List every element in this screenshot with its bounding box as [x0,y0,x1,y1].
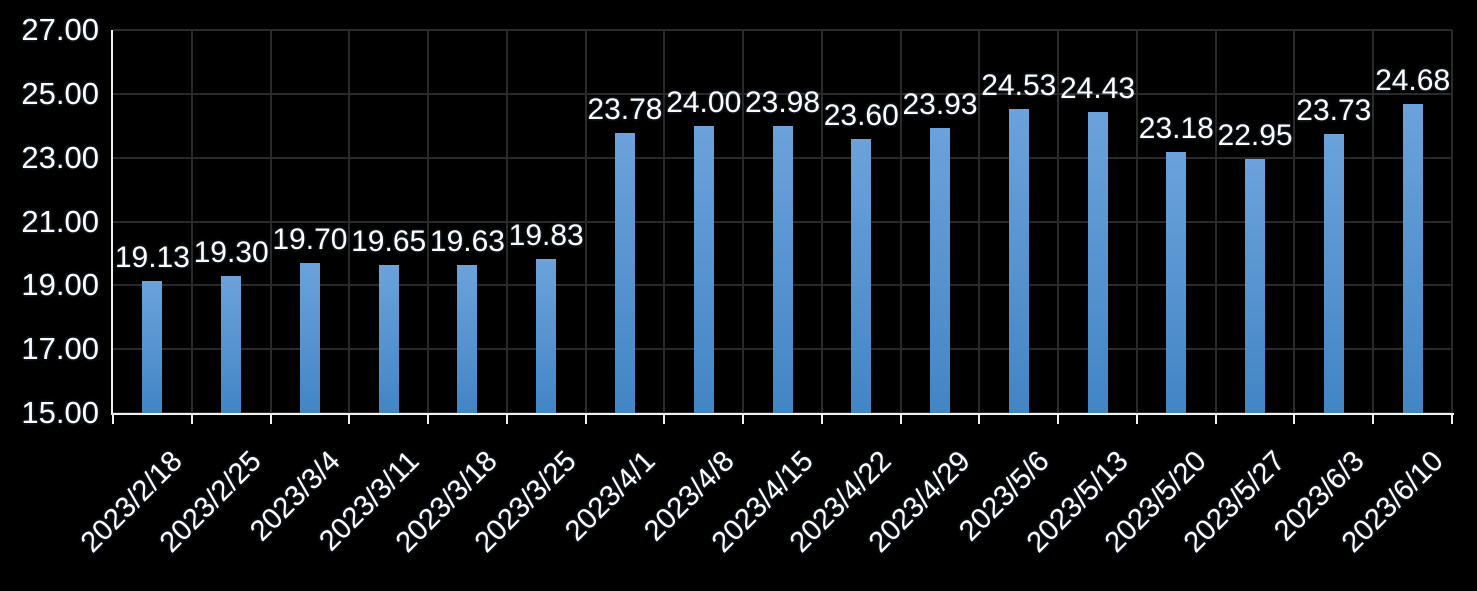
bar-value-label: 19.30 [193,235,269,269]
x-axis-line [111,413,1454,415]
x-axis-tick [190,413,193,424]
bar [930,127,951,413]
x-axis-tick [584,413,587,424]
bar-value-label: 19.63 [429,225,505,259]
y-axis-tick-label: 23.00 [21,139,99,175]
bar [1245,159,1266,413]
vertical-gridline [1057,30,1060,413]
x-axis-tick [820,413,823,424]
bar [221,275,242,413]
vertical-gridline [427,30,430,413]
x-axis-tick [663,413,666,424]
x-axis-tick [1135,413,1138,424]
vertical-gridline [190,30,193,413]
bar [1008,108,1029,413]
bar [1323,134,1344,413]
bar [614,132,635,413]
x-axis-tick [505,413,508,424]
vertical-gridline [1451,30,1453,413]
x-axis-tick [978,413,981,424]
vertical-gridline [742,30,745,413]
vertical-gridline [269,30,272,413]
x-axis-tick [1293,413,1296,424]
bar [1087,112,1108,413]
bar [772,126,793,413]
x-axis-tick [269,413,272,424]
bar-value-label: 23.60 [823,98,899,132]
vertical-gridline [505,30,508,413]
x-axis-tick [742,413,745,424]
bar-value-label: 24.00 [666,85,742,119]
y-axis-tick-label: 17.00 [21,331,99,367]
bar-value-label: 24.53 [981,68,1057,102]
bar-value-label: 23.18 [1138,111,1214,145]
vertical-gridline [348,30,351,413]
vertical-gridline [820,30,823,413]
bar [1402,104,1423,413]
vertical-gridline [663,30,666,413]
bar-value-label: 19.83 [508,218,584,252]
bar-value-label: 23.73 [1296,94,1372,128]
horizontal-gridline [113,29,1452,31]
x-axis-tick [1372,413,1375,424]
x-axis-tick [1451,413,1453,424]
x-axis-tick [112,413,114,424]
y-axis-tick-label: 15.00 [21,395,99,430]
bar-value-label: 24.43 [1060,72,1136,106]
y-axis-tick-label: 27.00 [21,12,99,47]
bar [693,125,714,413]
y-axis-tick-label: 19.00 [21,267,99,303]
bar [299,262,320,413]
bar-value-label: 19.13 [114,241,190,275]
plot-area [113,29,1453,414]
vertical-gridline [1293,30,1296,413]
bar [1166,151,1187,413]
x-axis-tick [348,413,351,424]
vertical-gridline [1135,30,1138,413]
x-axis-tick [1057,413,1060,424]
vertical-gridline [899,30,902,413]
bar [536,258,557,413]
bar-value-label: 22.95 [1217,119,1293,153]
bar-value-label: 23.98 [744,86,821,120]
vertical-gridline [1214,30,1217,413]
vertical-gridline [584,30,587,413]
bar [142,281,163,413]
x-axis-tick [1214,413,1217,424]
bar-value-label: 24.68 [1375,64,1451,98]
bar-value-label: 19.65 [351,224,427,258]
y-axis-tick-label: 25.00 [21,75,99,111]
horizontal-gridline [113,92,1452,95]
vertical-gridline [1372,30,1375,413]
vertical-gridline [978,30,981,413]
bar [851,138,872,413]
y-axis-line [111,30,113,415]
bar [457,265,478,413]
bar-value-label: 23.78 [587,92,663,126]
bar-value-label: 23.93 [902,87,978,121]
bar [378,264,399,413]
y-axis-tick-label: 21.00 [21,203,99,239]
x-axis-tick [427,413,430,424]
bar-value-label: 19.70 [272,222,348,256]
x-axis-tick [899,413,902,424]
